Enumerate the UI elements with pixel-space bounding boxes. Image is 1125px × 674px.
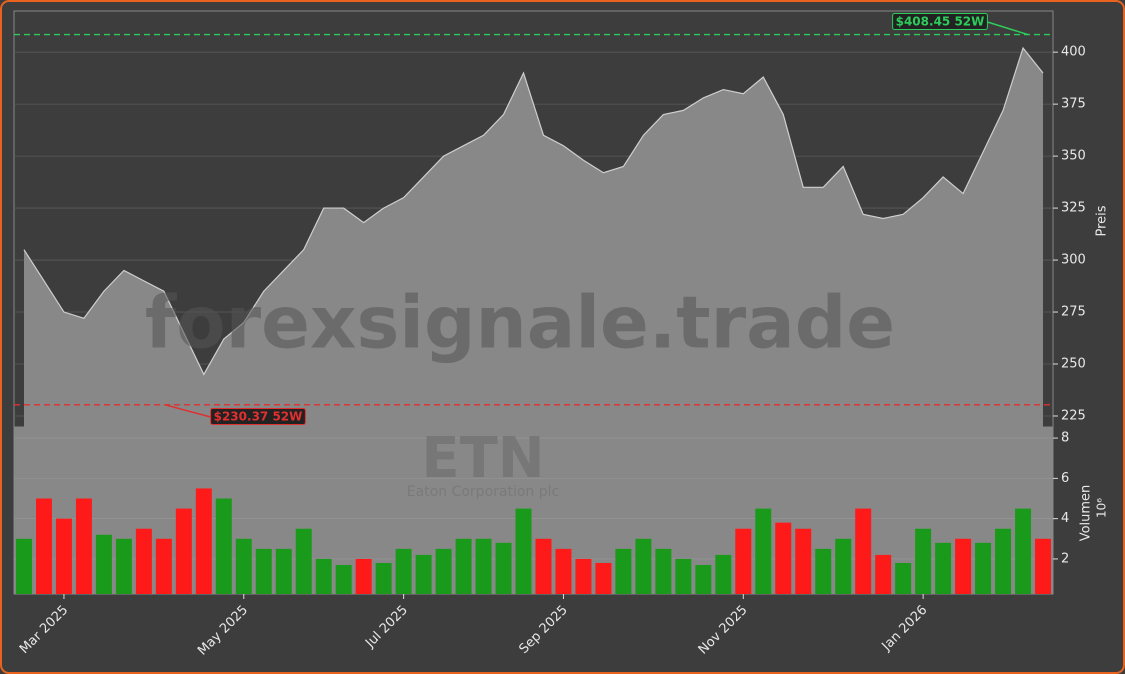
y-axis-label: Volumen xyxy=(1079,485,1094,542)
volume-bar xyxy=(395,548,412,594)
volume-bar xyxy=(495,542,512,594)
y-axis-unit: 10⁶ xyxy=(1095,498,1109,518)
y-tick-label: 6 xyxy=(1061,471,1069,486)
volume-bar xyxy=(735,528,752,594)
volume-bar xyxy=(355,558,372,594)
volume-bar xyxy=(955,538,972,594)
y-tick-label: 400 xyxy=(1061,45,1086,60)
high-label: $408.45 52W xyxy=(896,15,985,29)
high-label-box xyxy=(892,13,988,30)
volume-bar xyxy=(1015,508,1032,594)
volume-bar xyxy=(55,518,72,594)
volume-bar xyxy=(375,562,392,594)
volume-bar xyxy=(635,538,652,594)
volume-bar xyxy=(775,522,792,594)
volume-bar xyxy=(655,548,672,594)
volume-bar xyxy=(835,538,852,594)
volume-bar xyxy=(275,548,292,594)
volume-bar xyxy=(175,508,192,594)
volume-bar xyxy=(755,508,772,594)
volume-bar xyxy=(895,562,912,594)
volume-bar xyxy=(615,548,632,594)
volume-bar xyxy=(255,548,272,594)
volume-bar xyxy=(915,528,932,594)
volume-bar xyxy=(75,498,92,594)
volume-bar xyxy=(815,548,832,594)
volume-bar xyxy=(135,528,152,594)
volume-bar xyxy=(295,528,312,594)
volume-bar xyxy=(875,554,892,594)
low-arrow xyxy=(164,404,211,418)
volume-bar xyxy=(1035,538,1052,594)
volume-bar xyxy=(115,538,132,594)
volume-bar xyxy=(315,558,332,594)
volume-bar xyxy=(235,538,252,594)
volume-bar xyxy=(455,538,472,594)
high-arrow xyxy=(987,21,1029,36)
volume-bar xyxy=(715,554,732,594)
volume-bar xyxy=(595,562,612,594)
volume-bar xyxy=(215,498,232,594)
volume-bar xyxy=(155,538,172,594)
y-tick-label: 2 xyxy=(1061,551,1069,566)
ticker-watermark: ETN xyxy=(421,426,544,491)
y-tick-label: 275 xyxy=(1061,305,1086,320)
y-axis-label: Preis xyxy=(1095,205,1110,236)
y-tick-label: 325 xyxy=(1061,201,1086,216)
volume-bar xyxy=(575,558,592,594)
volume-bar xyxy=(415,554,432,594)
volume-bar xyxy=(975,542,992,594)
y-tick-label: 4 xyxy=(1061,511,1069,526)
volume-bar xyxy=(935,542,952,594)
y-tick-label: 375 xyxy=(1061,97,1086,112)
volume-bar xyxy=(435,548,452,594)
volume-bar xyxy=(695,564,712,594)
low-label: $230.37 52W xyxy=(214,410,303,424)
y-tick-label: 350 xyxy=(1061,149,1086,164)
volume-bar xyxy=(795,528,812,594)
volume-bar xyxy=(995,528,1012,594)
volume-bar xyxy=(95,534,112,594)
y-tick-label: 225 xyxy=(1061,408,1086,423)
price-area xyxy=(23,48,1044,428)
volume-bar xyxy=(535,538,552,594)
volume-bar xyxy=(15,538,32,594)
volume-bar xyxy=(515,508,532,594)
volume-bar xyxy=(555,548,572,594)
y-tick-label: 8 xyxy=(1061,431,1069,446)
company-watermark: Eaton Corporation plc xyxy=(407,484,559,500)
volume-bar xyxy=(675,558,692,594)
y-tick-label: 250 xyxy=(1061,357,1086,372)
volume-bar xyxy=(35,498,52,594)
y-tick-label: 300 xyxy=(1061,253,1086,268)
volume-bar xyxy=(855,508,872,594)
watermark: forexsignale.trade xyxy=(145,281,895,365)
volume-bar xyxy=(195,488,212,594)
price-line xyxy=(23,46,1044,376)
volume-bar xyxy=(475,538,492,594)
volume-bar xyxy=(335,564,352,594)
